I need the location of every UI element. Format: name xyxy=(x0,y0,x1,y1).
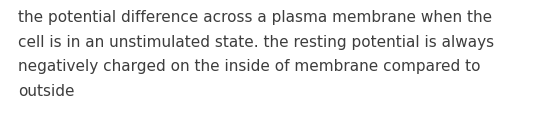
Text: negatively charged on the inside of membrane compared to: negatively charged on the inside of memb… xyxy=(18,59,480,74)
Text: the potential difference across a plasma membrane when the: the potential difference across a plasma… xyxy=(18,10,492,25)
Text: cell is in an unstimulated state. the resting potential is always: cell is in an unstimulated state. the re… xyxy=(18,35,494,50)
Text: outside: outside xyxy=(18,84,75,99)
